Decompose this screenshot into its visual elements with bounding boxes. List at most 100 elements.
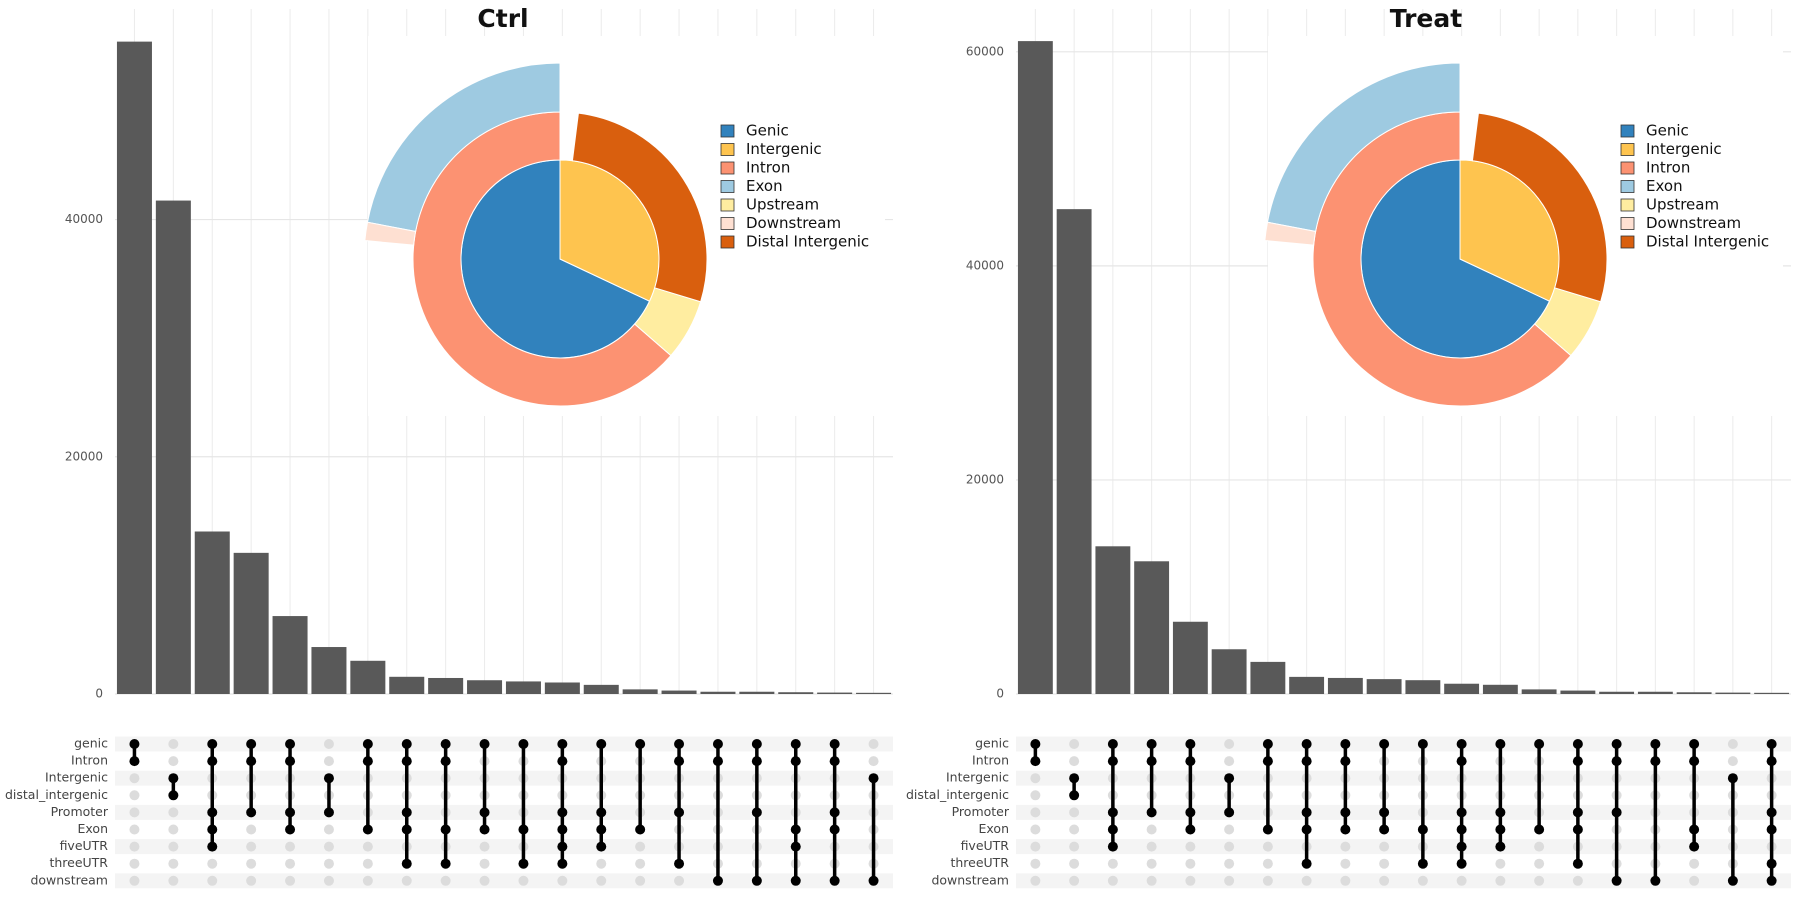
bar <box>1560 690 1596 694</box>
empty-dot <box>1340 841 1351 852</box>
member-dot <box>751 756 762 767</box>
legend-label: Exon <box>1646 177 1683 195</box>
set-label: Exon <box>979 821 1009 836</box>
bar <box>1056 209 1092 694</box>
y-tick-label: 20000 <box>966 472 1004 486</box>
member-dot <box>1224 807 1235 818</box>
empty-dot <box>1146 875 1157 886</box>
bar <box>1366 679 1402 694</box>
bar <box>116 41 152 695</box>
set-label: genic <box>74 736 108 751</box>
member-dot <box>1689 841 1700 852</box>
member-dot <box>1727 773 1738 784</box>
empty-dot <box>1224 824 1235 835</box>
empty-dot <box>1262 858 1273 869</box>
member-dot <box>1572 739 1583 749</box>
member-dot <box>1379 739 1390 749</box>
empty-dot <box>635 841 646 852</box>
legend-label: Genic <box>746 122 789 140</box>
set-label: Intron <box>71 753 108 768</box>
empty-dot <box>129 841 140 852</box>
empty-dot <box>1224 875 1235 886</box>
empty-dot <box>1379 858 1390 869</box>
member-dot <box>1030 739 1041 749</box>
bar <box>622 689 658 694</box>
member-dot <box>1340 824 1351 835</box>
member-dot <box>1301 858 1312 869</box>
empty-dot <box>1727 739 1738 749</box>
legend-swatch <box>1620 161 1635 175</box>
member-dot <box>129 756 140 767</box>
bar <box>1482 684 1518 694</box>
member-dot <box>1495 807 1506 818</box>
member-dot <box>207 841 218 852</box>
empty-dot <box>207 875 218 886</box>
matrix-row-band <box>115 839 893 855</box>
empty-dot <box>129 875 140 886</box>
bar <box>778 692 814 694</box>
empty-dot <box>323 875 334 886</box>
set-label: downstream <box>30 872 108 887</box>
empty-dot <box>1495 858 1506 869</box>
empty-dot <box>518 875 529 886</box>
legend-swatch <box>720 143 735 156</box>
member-dot <box>635 739 646 749</box>
bar <box>739 691 775 694</box>
bar <box>1172 621 1208 694</box>
empty-dot <box>635 875 646 886</box>
member-dot <box>674 807 685 818</box>
bar <box>467 680 503 694</box>
member-dot <box>1534 739 1545 749</box>
member-dot <box>1611 875 1622 886</box>
empty-dot <box>1069 807 1080 818</box>
member-dot <box>1146 739 1157 749</box>
empty-dot <box>1069 739 1080 749</box>
member-dot <box>1766 824 1777 835</box>
legend-swatch <box>1620 124 1635 138</box>
member-dot <box>1456 824 1467 835</box>
legend-swatch <box>1620 217 1635 230</box>
member-dot <box>362 756 373 767</box>
set-label: distal_intergenic <box>5 787 108 802</box>
legend-swatch <box>720 235 735 249</box>
pie-slice <box>1471 112 1608 303</box>
empty-dot <box>1340 858 1351 869</box>
member-dot <box>1611 756 1622 767</box>
empty-dot <box>1456 875 1467 886</box>
member-dot <box>401 756 412 767</box>
legend-label: Intergenic <box>1646 140 1722 158</box>
set-label: Intergenic <box>946 770 1009 785</box>
pie-slice <box>364 221 417 246</box>
matrix-row-band <box>1016 873 1791 889</box>
member-dot <box>1262 824 1273 835</box>
empty-dot <box>1224 841 1235 852</box>
member-dot <box>1495 841 1506 852</box>
empty-dot <box>168 739 179 749</box>
member-dot <box>1262 756 1273 767</box>
empty-dot <box>285 875 296 886</box>
member-dot <box>1456 756 1467 767</box>
member-dot <box>1456 858 1467 869</box>
bar <box>1637 691 1673 694</box>
bar <box>1134 561 1170 694</box>
member-dot <box>596 807 607 818</box>
bar <box>1017 41 1053 694</box>
member-dot <box>246 756 257 767</box>
member-dot <box>557 858 568 869</box>
member-dot <box>1146 756 1157 767</box>
member-dot <box>401 824 412 835</box>
member-dot <box>635 824 646 835</box>
empty-dot <box>129 824 140 835</box>
bar <box>194 531 230 694</box>
member-dot <box>1107 807 1118 818</box>
bar <box>389 676 425 694</box>
legend-swatch <box>720 217 735 230</box>
empty-dot <box>557 875 568 886</box>
empty-dot <box>168 824 179 835</box>
member-dot <box>1534 824 1545 835</box>
member-dot <box>362 824 373 835</box>
empty-dot <box>129 807 140 818</box>
legend-label: Intron <box>1646 159 1690 177</box>
set-label: Exon <box>78 821 108 836</box>
member-dot <box>1650 756 1661 767</box>
